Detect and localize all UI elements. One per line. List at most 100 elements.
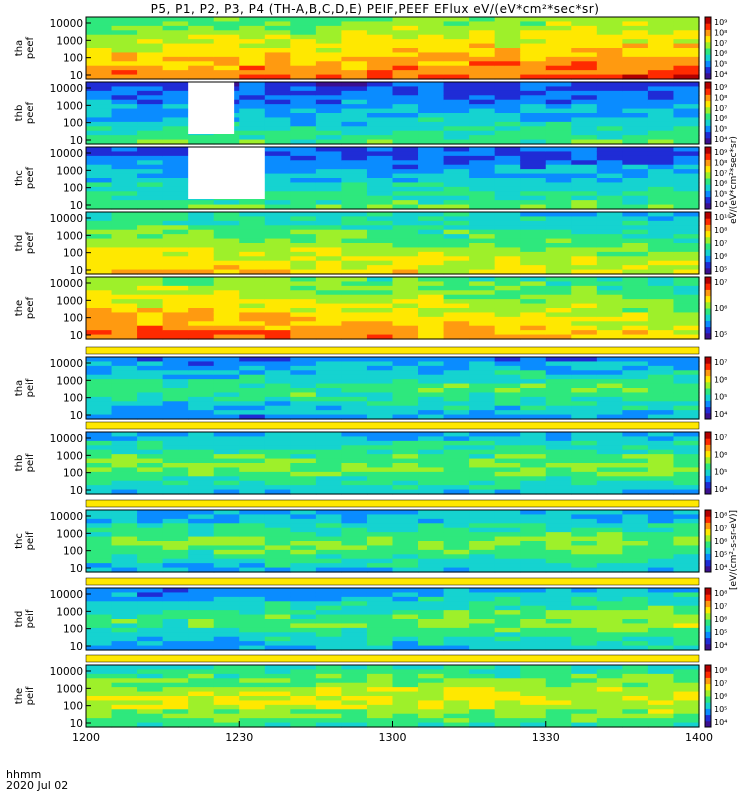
heatmap-cell: [392, 687, 419, 693]
heatmap-cell: [290, 410, 317, 416]
heatmap-cell: [520, 463, 547, 469]
heatmap-cell: [341, 155, 368, 161]
heatmap-cell: [494, 260, 521, 266]
colorbar-tick-label: 10⁶: [714, 179, 727, 188]
heatmap-cell: [647, 70, 675, 76]
heatmap-cell: [647, 558, 675, 564]
heatmap-cell: [673, 277, 700, 283]
heatmap-cell: [366, 130, 394, 136]
heatmap-cell: [290, 554, 317, 560]
heatmap-cell: [443, 514, 470, 520]
heatmap-cell: [392, 30, 419, 36]
heatmap-cell: [418, 48, 445, 54]
heatmap-cell: [366, 669, 394, 675]
heatmap-cell: [571, 480, 598, 486]
heatmap-cell: [264, 243, 291, 249]
colorbar-step: [705, 48, 711, 55]
colorbar-tick-label: 10⁸: [714, 511, 727, 520]
heatmap-cell: [188, 645, 215, 651]
heatmap-cell: [673, 673, 700, 679]
heatmap-cell: [596, 432, 623, 438]
heatmap-cell: [188, 290, 215, 296]
heatmap-cell: [366, 99, 394, 105]
heatmap-cell: [86, 365, 113, 371]
heatmap-cell: [418, 480, 445, 486]
colorbar-step: [705, 72, 711, 80]
heatmap-cell: [571, 220, 598, 226]
heatmap-cell: [571, 108, 598, 114]
colorbar-step: [705, 534, 711, 542]
heatmap-cell: [520, 182, 547, 188]
heatmap-cell: [188, 139, 215, 145]
heatmap-cell: [341, 56, 368, 62]
heatmap-cell: [545, 361, 572, 367]
heatmap-cell: [392, 623, 419, 629]
heatmap-cell: [647, 117, 675, 123]
heatmap-cell: [86, 588, 113, 594]
heatmap-cell: [443, 182, 470, 188]
heatmap-cell: [239, 471, 266, 477]
heatmap-cell: [264, 687, 291, 693]
heatmap-cell: [520, 200, 547, 206]
heatmap-cell: [443, 463, 470, 469]
heatmap-cell: [494, 410, 521, 416]
heatmap-cell: [341, 527, 368, 533]
heatmap-cell: [111, 247, 138, 253]
heatmap-cell: [315, 229, 343, 235]
heatmap-cell: [86, 113, 113, 119]
heatmap-cell: [647, 130, 675, 136]
heatmap-cell: [162, 440, 189, 446]
heatmap-cell: [188, 514, 215, 520]
heatmap-cell: [264, 563, 291, 569]
heatmap-cell: [596, 669, 623, 675]
heatmap-cell: [494, 216, 521, 222]
probe-label: tha: [14, 40, 25, 56]
heatmap-cell: [622, 99, 649, 105]
heatmap-cell: [111, 610, 138, 616]
heatmap-cell: [622, 117, 649, 123]
heatmap-cell: [86, 285, 113, 291]
heatmap-cell: [443, 334, 470, 340]
y-tick-label: 1000: [56, 450, 83, 462]
heatmap-cell: [545, 247, 572, 253]
heatmap-cell: [418, 558, 445, 564]
heatmap-cell: [418, 722, 445, 728]
heatmap-cell: [315, 467, 343, 473]
heatmap-cell: [443, 121, 470, 127]
heatmap-cell: [443, 601, 470, 607]
heatmap-cell: [392, 243, 419, 249]
heatmap-cell: [596, 704, 623, 710]
heatmap-cell: [520, 357, 547, 363]
heatmap-cell: [366, 623, 394, 629]
heatmap-cell: [341, 554, 368, 560]
heatmap-cell: [290, 549, 317, 555]
heatmap-cell: [571, 321, 598, 327]
heatmap-cell: [469, 476, 496, 482]
heatmap-cell: [622, 713, 649, 719]
heatmap-cell: [111, 25, 138, 31]
heatmap-cell: [264, 108, 291, 114]
heatmap-cell: [392, 65, 419, 71]
heatmap-cell: [162, 614, 189, 620]
heatmap-cell: [162, 139, 189, 145]
heatmap-cell: [264, 238, 291, 244]
heatmap-cell: [239, 379, 266, 385]
heatmap-cell: [520, 370, 547, 376]
heatmap-cell: [647, 665, 675, 671]
heatmap-cell: [264, 212, 291, 218]
colorbar-tick-label: 10⁴: [714, 641, 727, 650]
heatmap-cell: [469, 90, 496, 96]
heatmap-cell: [111, 549, 138, 555]
heatmap-cell: [366, 558, 394, 564]
heatmap-cell: [366, 614, 394, 620]
heatmap-cell: [213, 627, 240, 633]
heatmap-cell: [315, 182, 343, 188]
colorbar-step: [705, 456, 711, 464]
heatmap-cell: [264, 645, 291, 651]
heatmap-cell: [264, 514, 291, 520]
colorbar-label-top: eV/(eV*cm²*sec*sr): [729, 136, 739, 224]
heatmap-cell: [86, 445, 113, 451]
heatmap-cell: [213, 265, 240, 271]
heatmap-cell: [111, 454, 138, 460]
heatmap-cell: [494, 567, 521, 573]
